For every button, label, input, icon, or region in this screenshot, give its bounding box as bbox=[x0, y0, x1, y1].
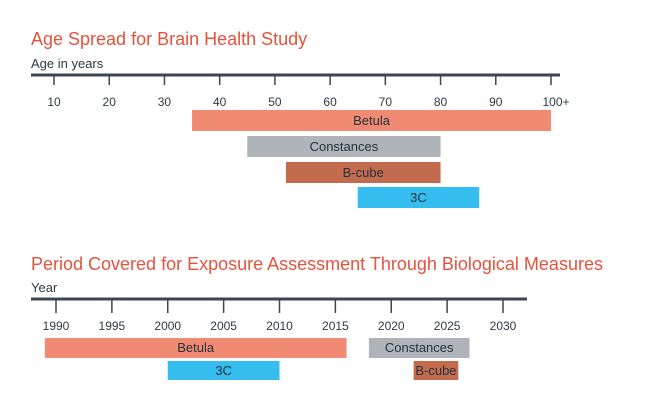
chart1-tick-label: 30 bbox=[158, 95, 172, 109]
chart2-bar-label: Constances bbox=[385, 340, 454, 355]
chart2-tick-label: 2010 bbox=[266, 319, 293, 333]
chart1-bar-label: 3C bbox=[410, 190, 427, 205]
chart2-bar-label: 3C bbox=[215, 363, 232, 378]
chart1-bar-constances bbox=[247, 136, 441, 157]
chart1-tick-label: 100+ bbox=[542, 95, 569, 109]
chart1-tick-label: 60 bbox=[323, 95, 337, 109]
chart2-bar-constances bbox=[368, 338, 470, 358]
chart1-bar-b-cube bbox=[285, 162, 441, 183]
chart1-tick-label: 80 bbox=[434, 95, 448, 109]
chart2-tick-label: 2015 bbox=[322, 319, 349, 333]
chart1-bar-label: Constances bbox=[310, 139, 379, 154]
chart1-axis-label: Age in years bbox=[31, 56, 104, 71]
chart2-bar-betula bbox=[44, 338, 347, 358]
chart1-bar-betula bbox=[192, 110, 552, 131]
chart1-bar-label: Betula bbox=[353, 113, 391, 128]
chart2-bar-label: B-cube bbox=[415, 363, 456, 378]
chart1-bar-3c bbox=[357, 187, 480, 208]
chart1-tick-label: 70 bbox=[379, 95, 393, 109]
chart2-bar-label: Betula bbox=[177, 340, 215, 355]
chart2-title: Period Covered for Exposure Assessment T… bbox=[31, 254, 603, 274]
chart1-tick-label: 50 bbox=[268, 95, 282, 109]
chart-marks: 10 20 30 40 50 60 70 80 90 100+BetulaConstancesB-… bbox=[31, 73, 570, 380]
chart1-tick-label: 40 bbox=[213, 95, 227, 109]
chart2-tick-label: 1990 bbox=[43, 319, 70, 333]
chart2-tick-label: 2030 bbox=[490, 319, 517, 333]
chart2-tick-label: 2000 bbox=[154, 319, 181, 333]
chart1-bar-label: B-cube bbox=[343, 165, 384, 180]
chart2-tick-label: 2005 bbox=[210, 319, 237, 333]
chart1-tick-label: 90 bbox=[489, 95, 503, 109]
chart1-tick-label: 20 bbox=[103, 95, 117, 109]
chart2-tick-label: 2020 bbox=[378, 319, 405, 333]
chart2-tick-label: 2025 bbox=[434, 319, 461, 333]
chart1-title: Age Spread for Brain Health Study bbox=[31, 29, 307, 49]
chart2-tick-label: 1995 bbox=[99, 319, 126, 333]
chart1-tick-label: 10 bbox=[47, 95, 61, 109]
chart2-axis-label: Year bbox=[31, 280, 58, 295]
chart2-bar-b-cube bbox=[413, 361, 459, 380]
chart2-bar-3c bbox=[167, 361, 280, 380]
